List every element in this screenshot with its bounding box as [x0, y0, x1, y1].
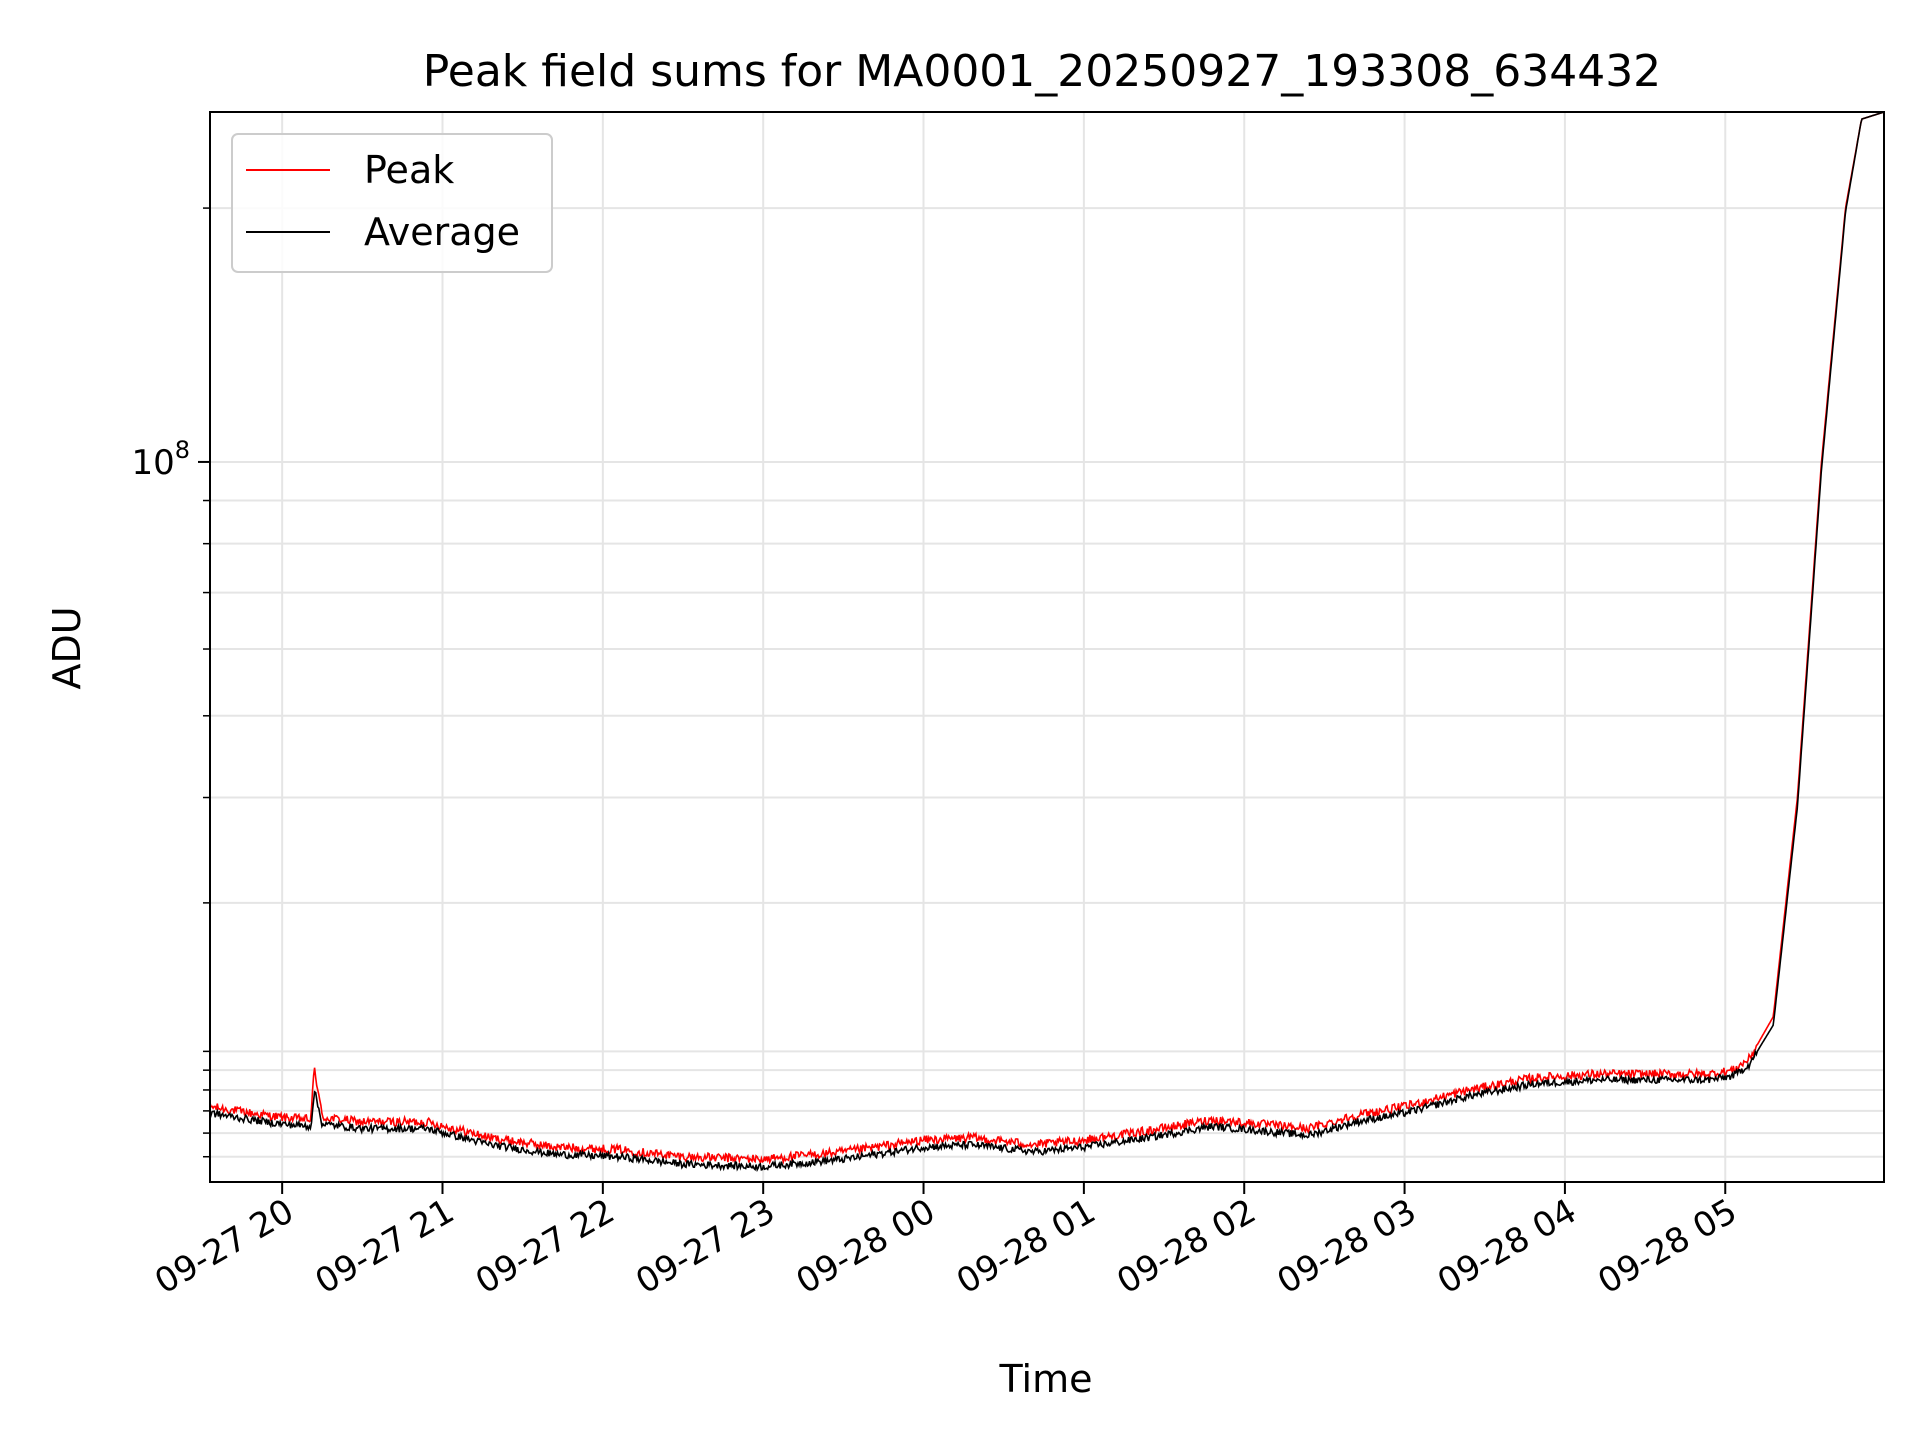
plot-frame: [209, 111, 1885, 1183]
y-tick-label: 108: [131, 436, 190, 483]
legend-peak-label: Peak: [364, 148, 454, 192]
legend: Peak Average: [231, 133, 553, 273]
series-line-peak: [210, 112, 1884, 1166]
series-line-average: [210, 112, 1884, 1173]
y-axis-label: ADU: [45, 606, 89, 689]
chart-title: Peak field sums for MA0001_20250927_1933…: [423, 46, 1661, 97]
x-axis-label: Time: [999, 1357, 1093, 1401]
series-layer: [210, 112, 1884, 1173]
grid-lines: [210, 112, 1884, 1182]
legend-average-label: Average: [364, 210, 520, 254]
legend-box: [231, 133, 553, 273]
